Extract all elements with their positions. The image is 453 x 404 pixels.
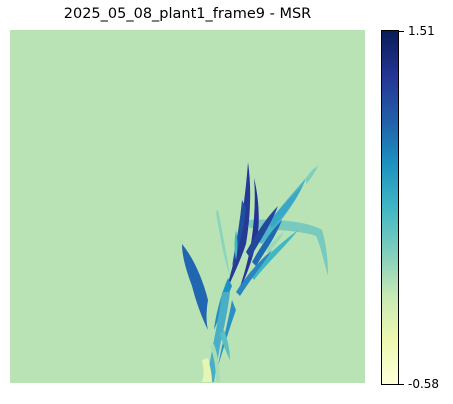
leaf-mid-diagonal xyxy=(236,250,272,296)
msr-image-panel xyxy=(10,30,365,383)
leaf-dark-fan xyxy=(246,206,278,258)
colorbar-min-label: -0.58 xyxy=(408,377,440,391)
figure-title: 2025_05_08_plant1_frame9 - MSR xyxy=(63,6,312,22)
stem-right-branch xyxy=(220,330,230,360)
leaf-left-pale xyxy=(216,210,230,276)
stem-base-pale xyxy=(202,358,212,382)
colorbar-min-tick xyxy=(399,384,404,385)
leaf-tip-right xyxy=(306,166,318,184)
leaf-fleck-1 xyxy=(266,232,284,254)
colorbar xyxy=(381,30,399,385)
colorbar-max-tick xyxy=(399,31,404,32)
stem-base-pale-2 xyxy=(210,344,220,382)
leaf-central-dark-2 xyxy=(238,178,259,292)
colorbar-max-label: 1.51 xyxy=(408,24,435,38)
stem-main xyxy=(206,292,230,382)
leaf-upper-right-2 xyxy=(268,186,302,228)
leaf-dark-fan-2 xyxy=(252,220,282,266)
leaf-mid-right xyxy=(250,230,298,280)
leaf-fleck-2 xyxy=(234,230,238,260)
leaf-central-dark xyxy=(226,162,251,292)
plant-foliage xyxy=(182,162,328,382)
colorbar-gradient xyxy=(382,31,398,384)
leaf-left-drooping xyxy=(182,244,208,330)
stem-secondary xyxy=(218,300,236,366)
image-background xyxy=(10,30,365,383)
